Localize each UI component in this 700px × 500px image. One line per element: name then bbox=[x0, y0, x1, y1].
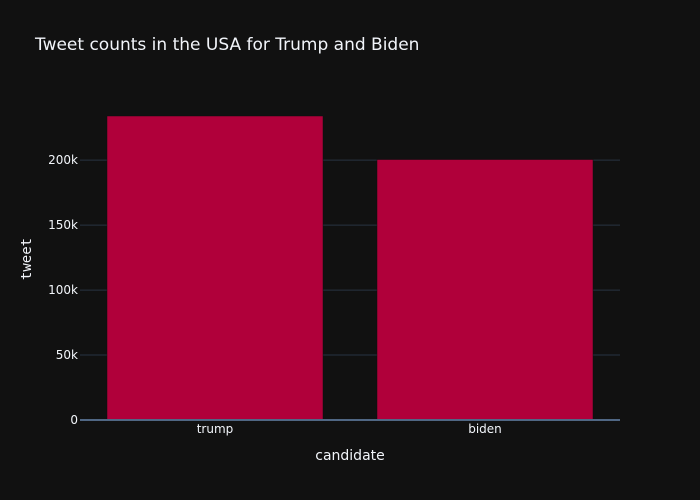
x-axis-ticks: trump biden bbox=[197, 422, 502, 436]
y-axis-title: tweet bbox=[19, 238, 35, 280]
x-tick-label: trump bbox=[197, 422, 234, 436]
x-tick-label: biden bbox=[468, 422, 502, 436]
y-tick-label: 0 bbox=[70, 413, 78, 427]
bar-trump[interactable] bbox=[106, 115, 324, 421]
y-tick-label: 150k bbox=[48, 218, 78, 232]
y-tick-label: 200k bbox=[48, 153, 78, 167]
bars bbox=[106, 115, 594, 421]
chart-title: Tweet counts in the USA for Trump and Bi… bbox=[34, 35, 419, 55]
bar-biden[interactable] bbox=[376, 159, 594, 421]
y-tick-label: 100k bbox=[48, 283, 78, 297]
y-tick-label: 50k bbox=[56, 348, 78, 362]
x-axis-title: candidate bbox=[315, 448, 385, 464]
y-axis-ticks: 0 50k 100k 150k 200k bbox=[48, 153, 78, 427]
